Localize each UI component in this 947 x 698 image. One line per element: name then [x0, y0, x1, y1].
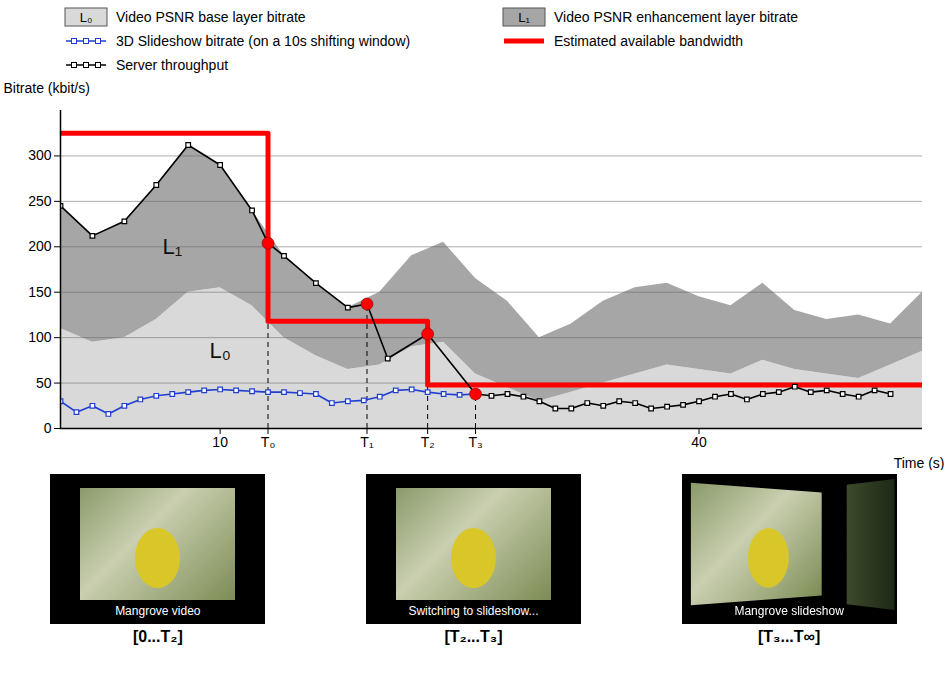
- svg-text:T₀: T₀: [261, 434, 276, 450]
- svg-text:10: 10: [212, 434, 228, 450]
- html-text:Estimated available bandwidth: Estimated available bandwidth: [554, 33, 744, 49]
- svg-text:50: 50: [36, 375, 52, 391]
- html-text:Video PSNR base layer bitrate: Video PSNR base layer bitrate: [116, 9, 306, 25]
- svg-text:200: 200: [28, 238, 52, 254]
- svg-text:40: 40: [691, 434, 707, 450]
- svg-text:L₀: L₀: [80, 10, 93, 25]
- html-text:3D Slideshow bitrate (on a 10s: 3D Slideshow bitrate (on a 10s shifting …: [116, 33, 411, 49]
- html-text:[T₂...T₃]: [T₂...T₃]: [444, 628, 503, 645]
- html-text:Server throughput: Server throughput: [116, 57, 229, 73]
- html-text:Mangrove slideshow: Mangrove slideshow: [734, 604, 844, 618]
- svg-text:100: 100: [28, 329, 52, 345]
- svg-text:T₂: T₂: [421, 434, 435, 450]
- svg-text:250: 250: [28, 193, 52, 209]
- svg-text:L₀: L₀: [209, 338, 230, 363]
- svg-text:0: 0: [44, 420, 52, 436]
- svg-text:300: 300: [28, 147, 52, 163]
- svg-text:L₁: L₁: [162, 234, 182, 259]
- svg-text:L₁: L₁: [518, 10, 530, 25]
- html-text:Switching to slideshow...: Switching to slideshow...: [408, 604, 539, 618]
- svg-text:150: 150: [28, 284, 52, 300]
- html-text:[0...T₂]: [0...T₂]: [132, 628, 183, 645]
- svg-text:T₁: T₁: [360, 434, 374, 450]
- html-text:Mangrove video: Mangrove video: [115, 604, 201, 618]
- html-text:Video PSNR enhancement layer b: Video PSNR enhancement layer bitrate: [554, 9, 799, 25]
- svg-text:Time (s): Time (s): [894, 455, 945, 471]
- html-text:[T₃...T∞]: [T₃...T∞]: [758, 628, 821, 645]
- svg-text:T₃: T₃: [468, 434, 482, 450]
- svg-text:Bitrate (kbit/s): Bitrate (kbit/s): [4, 80, 90, 96]
